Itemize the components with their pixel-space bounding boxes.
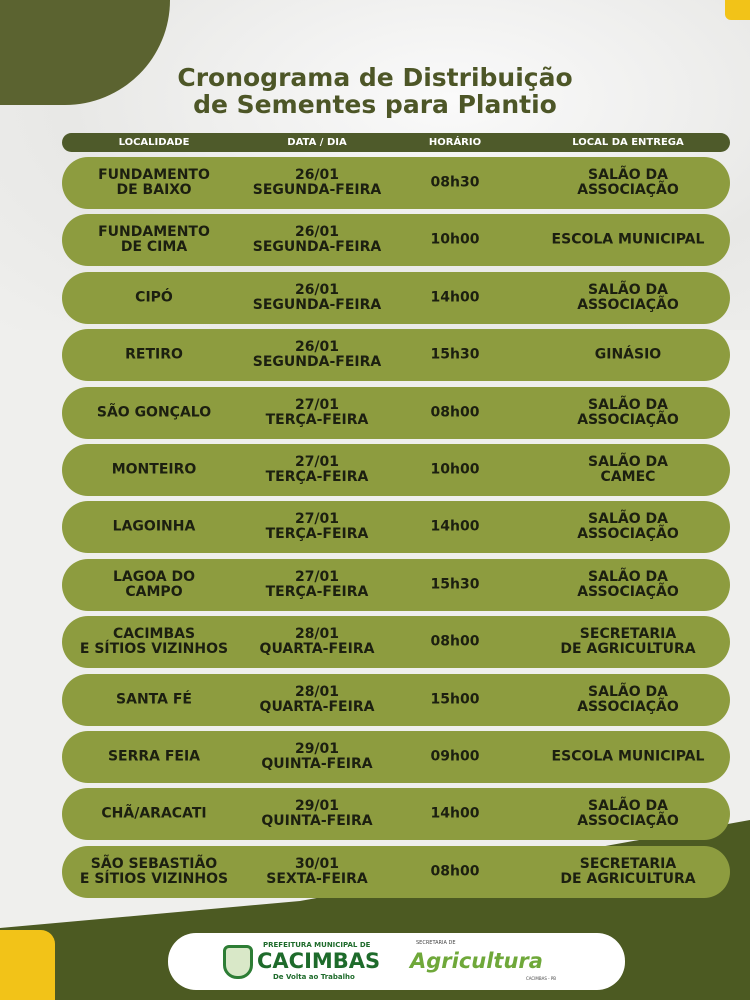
cell-horario: 10h00	[430, 231, 480, 248]
table-row: RETIRO 26/01 SEGUNDA-FEIRA 15h30 GINÁSIO	[62, 329, 730, 382]
cell-localidade: LAGOINHA	[112, 518, 196, 535]
cell-local: SECRETARIA DE AGRICULTURA	[560, 855, 696, 887]
logo-tagline: De Volta ao Trabalho	[273, 973, 355, 981]
cell-data: 27/01 TERÇA-FEIRA	[265, 454, 369, 485]
cell-local: SALÃO DA ASSOCIAÇÃO	[577, 511, 679, 543]
cell-data: 28/01 QUARTA-FEIRA	[259, 683, 375, 715]
cell-local: SALÃO DA ASSOCIAÇÃO	[577, 568, 679, 600]
col-data: DATA / DIA	[287, 137, 347, 148]
cell-data: 30/01 SEXTA-FEIRA	[266, 855, 368, 887]
table-row: CHÃ/ARACATI 29/01 QUINTA-FEIRA 14h00 SALÃO …	[62, 788, 730, 841]
cell-localidade: CHÃ/ARACATI	[101, 805, 207, 822]
cell-local: SALÃO DA ASSOCIAÇÃO	[577, 167, 679, 198]
table-row: LAGOA DO CAMPO 27/01 TERÇA-FEIRA 15h30 SALÃ…	[62, 558, 730, 611]
cell-localidade: SANTA FÉ	[116, 691, 192, 708]
table-row: SERRA FEIA 29/01 QUINTA-FEIRA 09h00 ESCOLA …	[62, 731, 730, 783]
cell-data: 26/01 SEGUNDA-FEIRA	[252, 224, 382, 256]
cell-local: SECRETARIA DE AGRICULTURA	[560, 626, 696, 658]
cell-local: SALÃO DA ASSOCIAÇÃO	[577, 396, 679, 428]
cell-data: 27/01 TERÇA-FEIRA	[265, 568, 369, 600]
table-row: SANTA FÉ 28/01 QUARTA-FEIRA 15h00 SALÃO DA …	[62, 673, 730, 726]
cell-horario: 08h00	[430, 404, 480, 421]
table-row: FUNDAMENTO DE CIMA 26/01 SEGUNDA-FEIRA 10h…	[62, 214, 730, 267]
cell-horario: 15h00	[430, 691, 480, 708]
footer-logos: PREFEITURA MUNICIPAL DE CACIMBAS De Volt…	[168, 933, 625, 990]
cell-localidade: MONTEIRO	[111, 461, 197, 478]
title-line: de Sementes para Plantio	[193, 90, 557, 119]
table-row: LAGOINHA 27/01 TERÇA-FEIRA 14h00 SALÃO DA A…	[62, 501, 730, 554]
table-row: CIPÓ 26/01 SEGUNDA-FEIRA 14h00 SALÃO DA ASS…	[62, 271, 730, 324]
cell-horario: 14h00	[430, 805, 480, 822]
table-row: MONTEIRO 27/01 TERÇA-FEIRA 10h00 SALÃO DA C…	[62, 444, 730, 496]
cell-data: 26/01 SEGUNDA-FEIRA	[252, 339, 382, 371]
cell-localidade: SÃO GONÇALO	[96, 404, 212, 421]
cell-horario: 14h00	[430, 518, 480, 535]
cell-localidade: CACIMBAS E SÍTIOS VIZINHOS	[79, 626, 229, 658]
cell-data: 26/01 SEGUNDA-FEIRA	[252, 281, 382, 313]
cell-localidade: RETIRO	[125, 346, 183, 363]
cell-horario: 10h00	[430, 461, 480, 478]
table-row: SÃO GONÇALO 27/01 TERÇA-FEIRA 08h00 SALÃO D…	[62, 386, 730, 439]
col-localidade: LOCALIDADE	[118, 137, 190, 148]
logo-big-text: Agricultura	[410, 949, 543, 973]
cell-data: 29/01 QUINTA-FEIRA	[261, 798, 373, 830]
cell-local: ESCOLA MUNICIPAL	[551, 748, 705, 765]
cell-localidade: LAGOA DO CAMPO	[112, 568, 195, 600]
cell-local: SALÃO DA CAMEC	[588, 454, 668, 485]
table-row: SÃO SEBASTIÃO E SÍTIOS VIZINHOS 30/01 SEX…	[62, 845, 730, 898]
table-row: CACIMBAS E SÍTIOS VIZINHOS 28/01 QUARTA-F…	[62, 616, 730, 669]
table-row: FUNDAMENTO DE BAIXO 26/01 SEGUNDA-FEIRA 08…	[62, 157, 730, 209]
cell-localidade: SERRA FEIA	[107, 748, 201, 765]
cell-localidade: CIPÓ	[135, 289, 173, 306]
coat-of-arms-icon	[223, 945, 253, 979]
title-line: Cronograma de Distribuição	[177, 63, 573, 92]
cell-local: SALÃO DA ASSOCIAÇÃO	[577, 683, 679, 715]
cell-data: 29/01 QUINTA-FEIRA	[261, 741, 373, 772]
agricultura-logo: SECRETARIA DE Agricultura CACIMBAS - PB	[408, 938, 558, 986]
decorative-bucket	[725, 0, 750, 20]
cell-horario: 15h30	[430, 346, 480, 363]
cell-data: 27/01 TERÇA-FEIRA	[265, 396, 369, 428]
logo-small-text: PREFEITURA MUNICIPAL DE	[263, 941, 371, 949]
logo-city: CACIMBAS - PB	[525, 976, 556, 981]
cell-local: SALÃO DA ASSOCIAÇÃO	[577, 798, 679, 830]
page-title: Cronograma de Distribuição de Sementes pa…	[0, 64, 750, 118]
prefeitura-logo: PREFEITURA MUNICIPAL DE CACIMBAS De Volt…	[223, 941, 393, 983]
col-horario: HORÁRIO	[428, 137, 482, 148]
decorative-bucket	[0, 930, 55, 1000]
cell-localidade: FUNDAMENTO DE BAIXO	[98, 167, 210, 198]
col-local: LOCAL DA ENTREGA	[572, 137, 684, 148]
logo-small-text: SECRETARIA DE	[416, 940, 456, 946]
cell-local: ESCOLA MUNICIPAL	[551, 231, 705, 248]
cell-localidade: SÃO SEBASTIÃO E SÍTIOS VIZINHOS	[79, 855, 229, 887]
table-header: LOCALIDADE DATA / DIA HORÁRIO LOCAL DA E…	[62, 133, 730, 152]
cell-data: 27/01 TERÇA-FEIRA	[265, 511, 369, 543]
cell-horario: 14h00	[430, 289, 480, 306]
cell-localidade: FUNDAMENTO DE CIMA	[98, 224, 210, 256]
logo-big-text: CACIMBAS	[257, 949, 381, 973]
cell-data: 28/01 QUARTA-FEIRA	[259, 626, 375, 658]
cell-data: 26/01 SEGUNDA-FEIRA	[252, 167, 382, 198]
cell-horario: 08h30	[430, 174, 480, 191]
cell-horario: 08h00	[430, 633, 480, 650]
cell-horario: 09h00	[430, 748, 480, 765]
cell-local: GINÁSIO	[594, 346, 662, 363]
cell-horario: 15h30	[430, 576, 480, 593]
cell-local: SALÃO DA ASSOCIAÇÃO	[577, 281, 679, 313]
cell-horario: 08h00	[430, 863, 480, 880]
